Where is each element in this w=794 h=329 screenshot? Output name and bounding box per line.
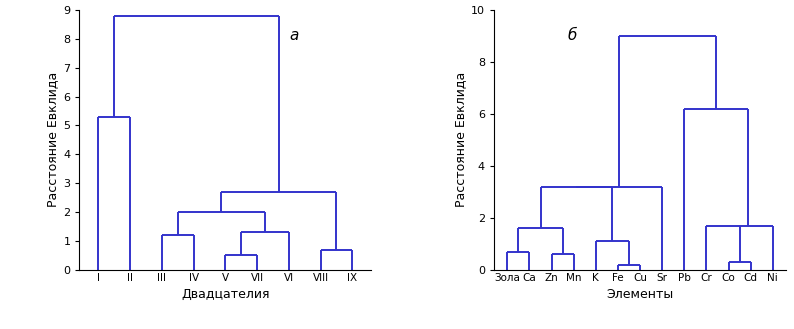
Text: а: а — [290, 28, 299, 43]
Y-axis label: Расстояние Евклида: Расстояние Евклида — [454, 72, 467, 208]
X-axis label: Элементы: Элементы — [607, 288, 673, 301]
X-axis label: Двадцателия: Двадцателия — [181, 288, 270, 301]
Text: б: б — [567, 28, 576, 43]
Y-axis label: Расстояние Евклида: Расстояние Евклида — [46, 72, 59, 208]
